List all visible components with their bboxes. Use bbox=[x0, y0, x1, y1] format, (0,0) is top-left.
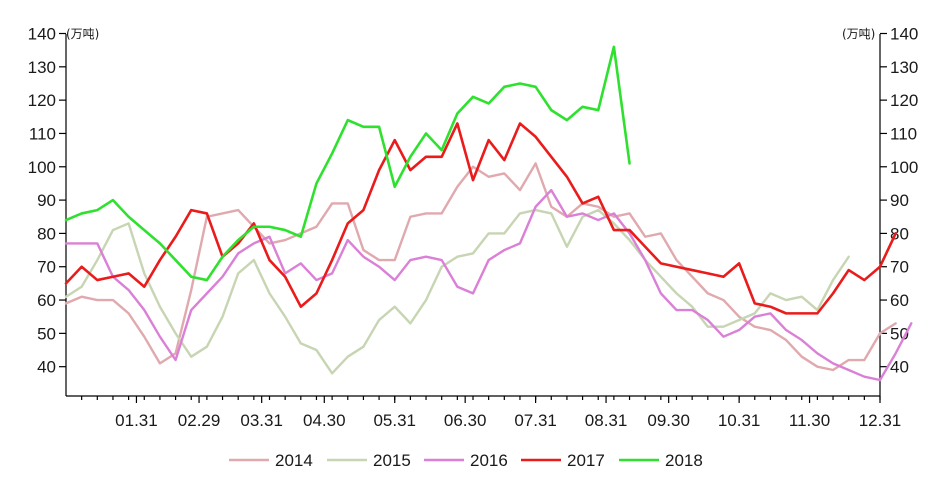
y-tick-label-left: 100 bbox=[28, 158, 56, 177]
x-tick-label: 05.31 bbox=[373, 411, 416, 430]
y-tick-label-left: 80 bbox=[37, 224, 56, 243]
x-tick-label: 06.30 bbox=[444, 411, 487, 430]
legend-label-2017: 2017 bbox=[567, 451, 605, 470]
y-tick-label-left: 40 bbox=[37, 358, 56, 377]
y-tick-label-right: 90 bbox=[890, 191, 909, 210]
y-tick-label-right: 140 bbox=[890, 25, 918, 44]
x-tick-label: 08.31 bbox=[585, 411, 628, 430]
y-tick-label-right: 70 bbox=[890, 258, 909, 277]
y-unit-left: (万吨) bbox=[66, 27, 99, 41]
y-axis-left: 40 50 60 70 80 90 100 110 120 130 140 bbox=[28, 25, 67, 396]
y-tick-label-left: 50 bbox=[37, 324, 56, 343]
x-tick-label: 01.31 bbox=[115, 411, 158, 430]
legend-label-2015: 2015 bbox=[373, 451, 411, 470]
y-tick-label-right: 120 bbox=[890, 91, 918, 110]
y-tick-label-right: 80 bbox=[890, 224, 909, 243]
y-tick-label-right: 40 bbox=[890, 358, 909, 377]
legend-label-2014: 2014 bbox=[275, 451, 313, 470]
y-tick-label-left: 60 bbox=[37, 291, 56, 310]
x-tick-label: 09.30 bbox=[647, 411, 690, 430]
y-tick-label-right: 100 bbox=[890, 158, 918, 177]
y-unit-right: (万吨) bbox=[842, 27, 875, 41]
y-tick-label-right: 130 bbox=[890, 58, 918, 77]
series-line-2016 bbox=[64, 188, 913, 382]
legend-label-2018: 2018 bbox=[665, 451, 703, 470]
x-tick-label: 03.31 bbox=[240, 411, 283, 430]
series-line-2014 bbox=[64, 162, 897, 372]
series-line-2017 bbox=[64, 122, 897, 315]
series-line-2018 bbox=[64, 45, 631, 282]
y-tick-label-left: 120 bbox=[28, 91, 56, 110]
x-tick-label: 11.30 bbox=[789, 411, 830, 430]
series-line-2015 bbox=[64, 208, 850, 375]
y-tick-label-left: 110 bbox=[29, 124, 56, 143]
y-tick-label-left: 130 bbox=[28, 58, 56, 77]
y-tick-label-right: 110 bbox=[890, 124, 917, 143]
x-axis: 01.31 02.29 03.31 04.30 05.31 06.30 07.31 08.31… bbox=[66, 395, 902, 430]
x-tick-label: 12.31 bbox=[859, 411, 902, 430]
x-tick-label: 10.31 bbox=[718, 411, 761, 430]
y-tick-label-left: 140 bbox=[28, 25, 56, 44]
y-tick-label-left: 90 bbox=[37, 191, 56, 210]
legend: 2014 2015 2016 2017 2018 bbox=[229, 451, 703, 470]
x-tick-label: 02.29 bbox=[178, 411, 221, 430]
y-tick-label-left: 70 bbox=[37, 258, 56, 277]
series-lines bbox=[64, 45, 913, 382]
legend-label-2016: 2016 bbox=[470, 451, 508, 470]
x-tick-label: 04.30 bbox=[303, 411, 346, 430]
x-tick-label: 07.31 bbox=[514, 411, 557, 430]
y-tick-label-right: 60 bbox=[890, 291, 909, 310]
